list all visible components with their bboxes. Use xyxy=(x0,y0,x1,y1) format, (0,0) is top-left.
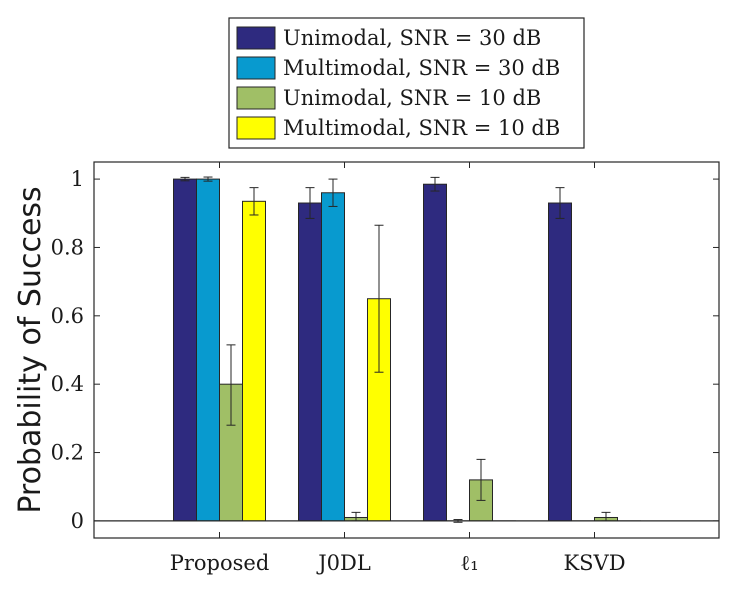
bar xyxy=(549,203,572,521)
bar xyxy=(322,193,345,521)
y-axis-label: Probability of Success xyxy=(13,186,48,513)
x-tick-label: J0DL xyxy=(316,551,371,575)
legend-swatch xyxy=(237,27,275,49)
legend-swatch xyxy=(237,117,275,139)
bar xyxy=(299,203,322,521)
legend-label: Unimodal, SNR = 10 dB xyxy=(283,86,541,110)
legend-swatch xyxy=(237,57,275,79)
bar xyxy=(243,201,266,521)
y-tick-label: 0.4 xyxy=(51,372,84,396)
plot-area: 0 0.2 0.4 0.6 0.8 1 Proposed J0DL ℓ₁ KSVD xyxy=(51,162,719,575)
y-tick-label: 0.8 xyxy=(51,235,84,259)
y-tick-label: 0.6 xyxy=(51,304,84,328)
legend-swatch xyxy=(237,87,275,109)
legend-label: Multimodal, SNR = 10 dB xyxy=(283,116,560,140)
y-tick-label: 1 xyxy=(71,167,84,191)
legend: Unimodal, SNR = 30 dB Multimodal, SNR = 3… xyxy=(229,18,584,148)
legend-entry: Multimodal, SNR = 30 dB xyxy=(237,56,560,80)
x-tick-label: ℓ₁ xyxy=(460,551,478,575)
legend-label: Multimodal, SNR = 30 dB xyxy=(283,56,560,80)
y-tick-label: 0.2 xyxy=(51,441,84,465)
bar xyxy=(424,184,447,521)
legend-entry: Unimodal, SNR = 10 dB xyxy=(237,86,541,110)
legend-label: Unimodal, SNR = 30 dB xyxy=(283,26,541,50)
x-tick-label: Proposed xyxy=(170,551,270,575)
legend-entry: Multimodal, SNR = 10 dB xyxy=(237,116,560,140)
bar xyxy=(197,179,220,521)
y-tick-label: 0 xyxy=(71,509,84,533)
x-tick-label: KSVD xyxy=(563,551,625,575)
bar xyxy=(174,179,197,521)
legend-entry: Unimodal, SNR = 30 dB xyxy=(237,26,541,50)
